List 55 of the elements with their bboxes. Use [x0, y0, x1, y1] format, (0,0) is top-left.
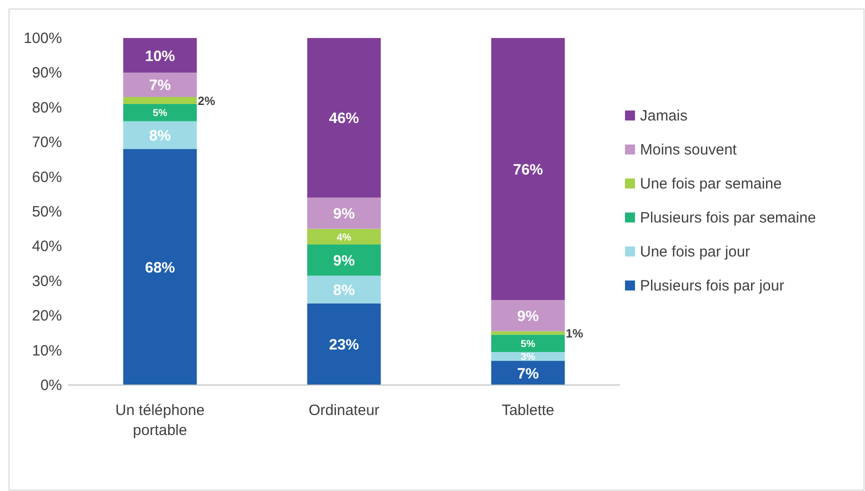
bar [307, 276, 381, 304]
y-tick-label: 30% [32, 272, 62, 290]
data-label: 3% [520, 352, 536, 363]
bar [123, 72, 197, 97]
x-tick-label: Un téléphone portable [115, 402, 205, 439]
bar [307, 244, 381, 276]
bar [307, 38, 381, 198]
bar [491, 331, 565, 335]
data-label: 46% [328, 110, 360, 128]
bar [307, 303, 381, 385]
data-label: 9% [517, 308, 539, 325]
data-label: 23% [328, 336, 360, 354]
data-label: 76% [512, 161, 544, 178]
data-label: 1% [566, 326, 584, 340]
y-tick-label: 50% [32, 204, 62, 220]
data-label: 4% [336, 232, 352, 244]
y-tick-label: 20% [32, 308, 62, 325]
y-tick-label: 80% [32, 99, 62, 116]
legend-label: Une fois par jour [640, 244, 750, 260]
data-label: 68% [144, 259, 176, 276]
x-tick-label: Ordinateur [308, 402, 380, 419]
legend-label: Plusieurs fois par semaine [640, 210, 816, 226]
bar [123, 96, 197, 104]
data-label: 7% [517, 365, 539, 382]
x-tick-label: Tablette [502, 402, 554, 419]
y-tick-label: 40% [32, 238, 62, 256]
bar [491, 300, 565, 332]
data-label: 5% [152, 108, 168, 120]
data-label: 7% [149, 77, 171, 94]
bar [491, 360, 565, 385]
legend-label: Moins souvent [640, 142, 738, 158]
legend-label: Une fois par semaine [640, 176, 782, 192]
data-label: 9% [333, 206, 355, 223]
y-tick-label: 100% [24, 30, 62, 47]
bar [123, 38, 197, 73]
bar [491, 38, 565, 300]
bar [307, 198, 381, 229]
data-label: 5% [520, 338, 536, 350]
bar [123, 149, 197, 385]
legend-label: Jamais [640, 108, 688, 124]
data-label: 8% [333, 282, 355, 299]
data-label: 9% [333, 252, 355, 270]
data-label: 8% [149, 128, 171, 145]
bar [491, 334, 565, 352]
y-tick-label: 60% [32, 168, 62, 186]
data-label: 2% [198, 94, 216, 108]
y-tick-label: 10% [32, 342, 62, 360]
bar [123, 104, 197, 122]
bar [307, 228, 381, 244]
y-tick-label: 90% [32, 64, 62, 82]
legend-label: Plusieurs fois par jour [640, 278, 784, 294]
y-tick-label: 70% [32, 134, 62, 152]
bar [123, 121, 197, 150]
y-tick-label: 0% [40, 377, 62, 394]
data-label: 10% [144, 48, 176, 65]
